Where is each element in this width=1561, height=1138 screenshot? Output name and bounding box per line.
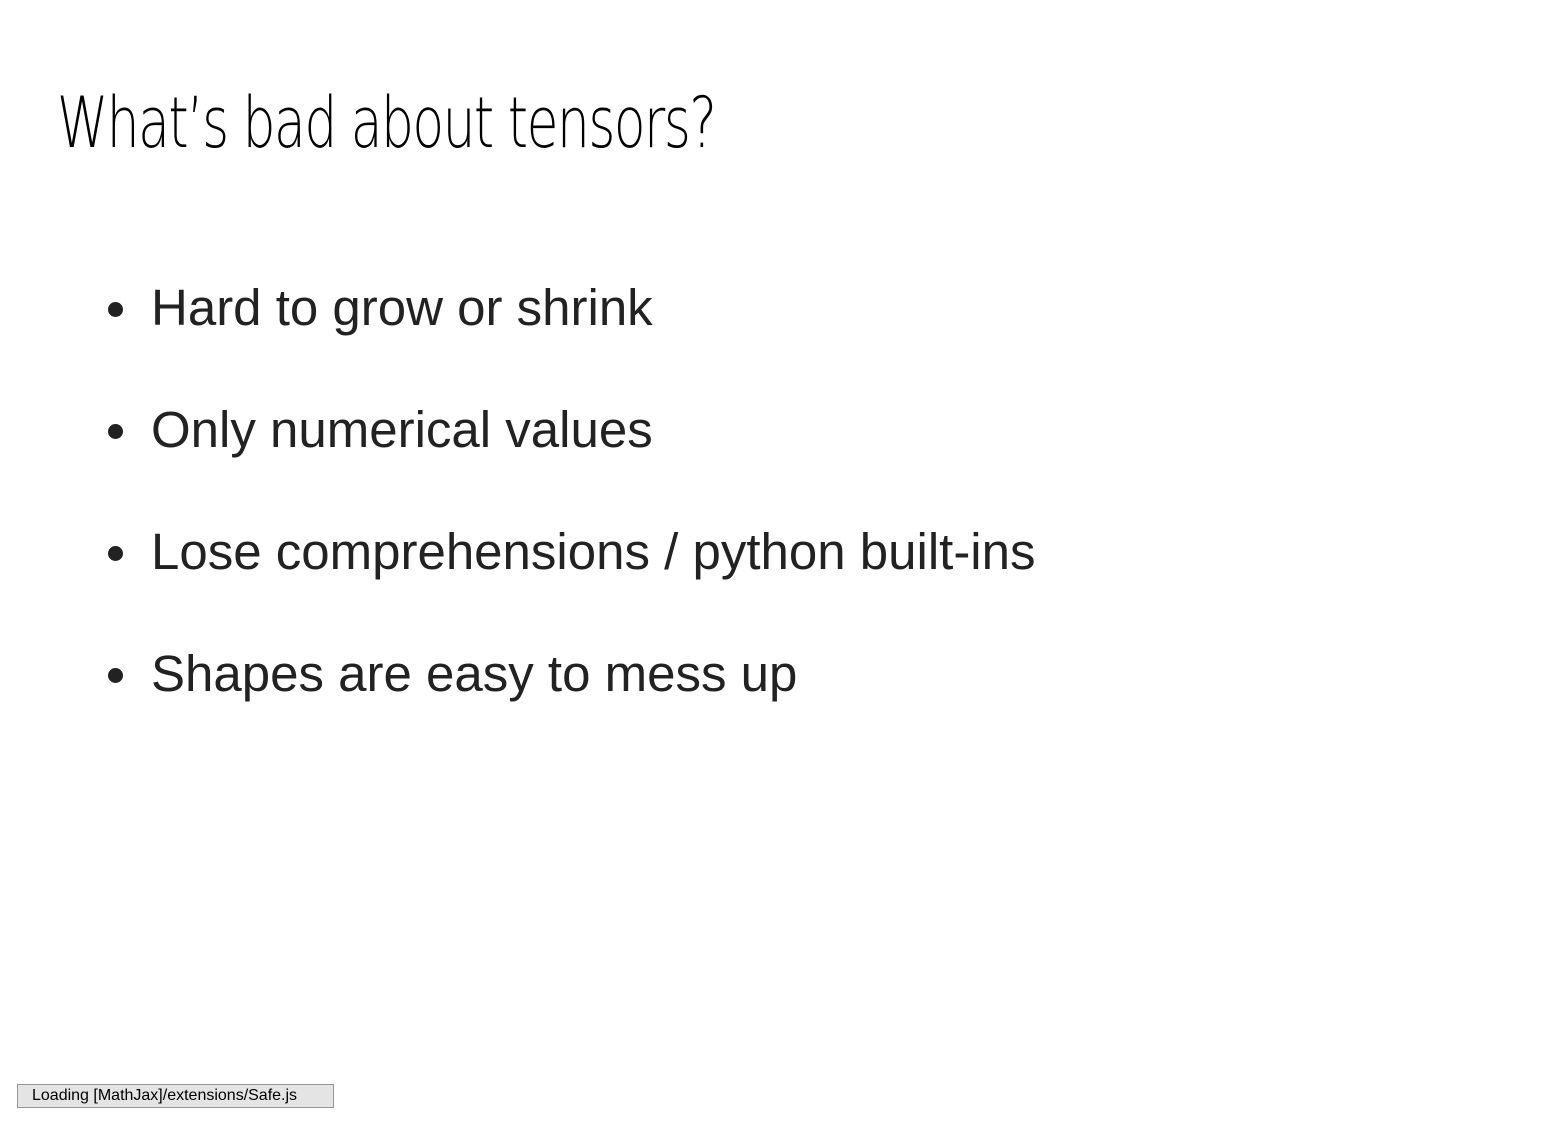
list-item: Only numerical values xyxy=(108,394,1036,516)
slide-title: What’s bad about tensors? xyxy=(57,82,717,164)
bullet-icon xyxy=(108,668,123,683)
mathjax-loading-status: Loading [MathJax]/extensions/Safe.js xyxy=(17,1084,334,1108)
bullet-text: Shapes are easy to mess up xyxy=(151,645,798,702)
bullet-icon xyxy=(108,546,123,561)
bullet-text: Only numerical values xyxy=(151,401,653,458)
list-item: Shapes are easy to mess up xyxy=(108,638,1036,760)
bullet-text: Hard to grow or shrink xyxy=(151,279,653,336)
bullet-list: Hard to grow or shrink Only numerical va… xyxy=(108,272,1036,760)
bullet-icon xyxy=(108,424,123,439)
bullet-icon xyxy=(108,302,123,317)
bullet-text: Lose comprehensions / python built-ins xyxy=(151,523,1036,580)
list-item: Hard to grow or shrink xyxy=(108,272,1036,394)
list-item: Lose comprehensions / python built-ins xyxy=(108,516,1036,638)
